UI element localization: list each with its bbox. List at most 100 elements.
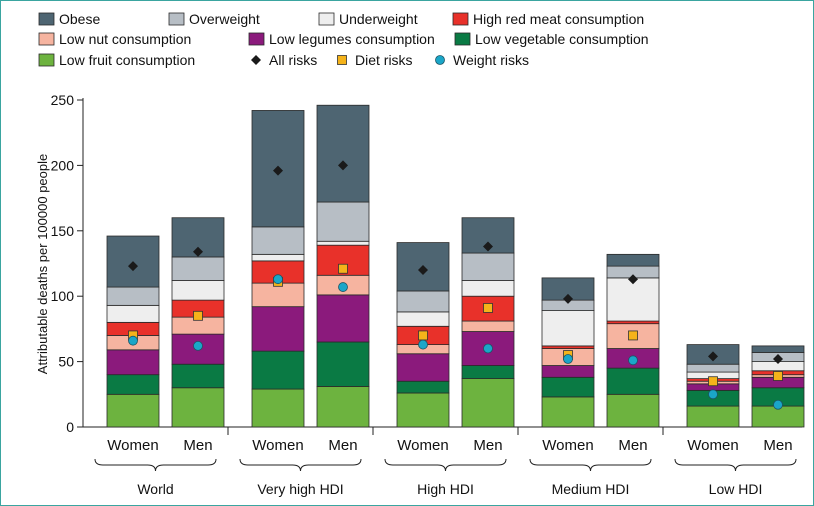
- marker-all-risks: [273, 165, 283, 176]
- legend-label: High red meat consumption: [473, 11, 644, 27]
- marker-all-risks: [193, 246, 203, 257]
- marker-weight-risks: [628, 355, 638, 366]
- marker-all-risks: [338, 160, 348, 171]
- legend-swatch: [452, 12, 469, 26]
- bar-stack-medium-hdi-men: [606, 253, 660, 428]
- group-brace: [529, 458, 652, 472]
- marker-diet-risks: [418, 330, 428, 341]
- bar-segment-underweight: [106, 304, 160, 323]
- bar-segment-low-vegetable-consumption: [461, 365, 515, 380]
- legend-item-all-risks: All risks: [251, 52, 317, 68]
- x-labels: Women Men Women Men Women Men Women Men Women Men…: [94, 437, 797, 497]
- legend-swatch: [248, 32, 265, 46]
- bar-segment-low-fruit-consumption: [541, 396, 595, 428]
- bar-segment-underweight: [251, 253, 305, 262]
- bar-segment-low-vegetable-consumption: [396, 380, 450, 394]
- bar-segment-underweight: [606, 277, 660, 322]
- x-tick-label: Women: [687, 437, 738, 454]
- y-axis-label: Attributable deaths per 100000 people: [35, 154, 50, 374]
- bar-segment-low-fruit-consumption: [106, 393, 160, 428]
- y-tick-label: 50: [58, 354, 74, 370]
- marker-weight-risks: [418, 339, 428, 350]
- x-tick-label: Women: [542, 437, 593, 454]
- group-label-world: World: [137, 481, 173, 497]
- bar-segment-low-fruit-consumption: [171, 387, 225, 428]
- bar-segment-low-vegetable-consumption: [251, 350, 305, 390]
- marker-diet-risks: [708, 376, 718, 387]
- x-tick-label: Women: [252, 437, 303, 454]
- legend-label: Low fruit consumption: [59, 52, 195, 68]
- bar-segment-low-legumes-consumption: [106, 349, 160, 376]
- y-tick-label: 0: [66, 419, 74, 435]
- legend-label: Underweight: [339, 11, 418, 27]
- y-tick-label: 100: [51, 288, 75, 304]
- y-tick-label: 150: [51, 223, 75, 239]
- legend-swatch: [454, 32, 471, 46]
- bar-segment-low-legumes-consumption: [251, 306, 305, 352]
- group-label-high-hdi: High HDI: [417, 481, 474, 497]
- bar-segment-obese: [606, 253, 660, 267]
- bar-stack-high-hdi-women: [396, 242, 450, 428]
- bar-segment-underweight: [171, 280, 225, 301]
- legend-label: All risks: [269, 52, 317, 68]
- bar-segment-low-vegetable-consumption: [106, 374, 160, 395]
- bar-segment-low-nut-consumption: [461, 320, 515, 332]
- legend-label: Overweight: [189, 11, 260, 27]
- bar-segment-underweight: [541, 310, 595, 347]
- marker-all-risks: [483, 241, 493, 252]
- x-tick-label: Men: [328, 437, 357, 454]
- x-tick-label: Men: [618, 437, 647, 454]
- bar-segment-low-vegetable-consumption: [316, 341, 370, 387]
- bar-segment-obese: [751, 345, 805, 353]
- marker-weight-risks: [483, 343, 493, 354]
- group-label-medium-hdi: Medium HDI: [552, 481, 630, 497]
- x-tick-label: Women: [397, 437, 448, 454]
- legend-swatch: [435, 55, 445, 65]
- bar-segment-overweight: [686, 363, 740, 373]
- bar-segment-low-fruit-consumption: [251, 388, 305, 428]
- group-brace: [94, 458, 217, 472]
- marker-weight-risks: [708, 389, 718, 400]
- legend-item-high-red-meat-consumption: High red meat consumption: [452, 11, 644, 27]
- bar-segment-low-fruit-consumption: [396, 392, 450, 428]
- bar-segment-low-vegetable-consumption: [171, 363, 225, 389]
- legend-item-underweight: Underweight: [318, 11, 418, 27]
- bars: [106, 104, 805, 428]
- marker-diet-risks: [773, 371, 783, 381]
- bar-segment-overweight: [251, 226, 305, 255]
- legend: Obese Overweight Underweight High red meat …: [38, 11, 649, 68]
- markers: [128, 160, 783, 410]
- marker-weight-risks: [273, 274, 283, 285]
- legend-swatch: [38, 32, 55, 46]
- group-label-low-hdi: Low HDI: [709, 481, 763, 497]
- legend-label: Weight risks: [453, 52, 529, 68]
- bar-segment-overweight: [396, 290, 450, 313]
- legend-label: Obese: [59, 11, 100, 27]
- bar-segment-overweight: [106, 286, 160, 306]
- bar-segment-low-vegetable-consumption: [606, 367, 660, 395]
- bar-segment-low-legumes-consumption: [316, 294, 370, 343]
- bar-segment-low-legumes-consumption: [541, 365, 595, 378]
- marker-all-risks: [418, 265, 428, 276]
- legend-item-low-nut-consumption: Low nut consumption: [38, 31, 191, 47]
- legend-swatch: [318, 12, 335, 26]
- x-tick-label: Men: [763, 437, 792, 454]
- legend-item-low-vegetable-consumption: Low vegetable consumption: [454, 31, 649, 47]
- bar-segment-underweight: [396, 311, 450, 327]
- bar-stack-world-men: [171, 217, 225, 428]
- legend-item-overweight: Overweight: [168, 11, 260, 27]
- bar-segment-overweight: [461, 252, 515, 281]
- bar-segment-obese: [316, 104, 370, 203]
- legend-swatch: [337, 55, 347, 65]
- marker-all-risks: [128, 261, 138, 272]
- legend-label: Diet risks: [355, 52, 413, 68]
- legend-swatch: [38, 53, 55, 67]
- legend-label: Low nut consumption: [59, 31, 191, 47]
- group-brace: [239, 458, 362, 472]
- bar-segment-overweight: [171, 256, 225, 281]
- bar-segment-underweight: [461, 280, 515, 297]
- x-tick-label: Men: [473, 437, 502, 454]
- legend-swatch: [168, 12, 185, 26]
